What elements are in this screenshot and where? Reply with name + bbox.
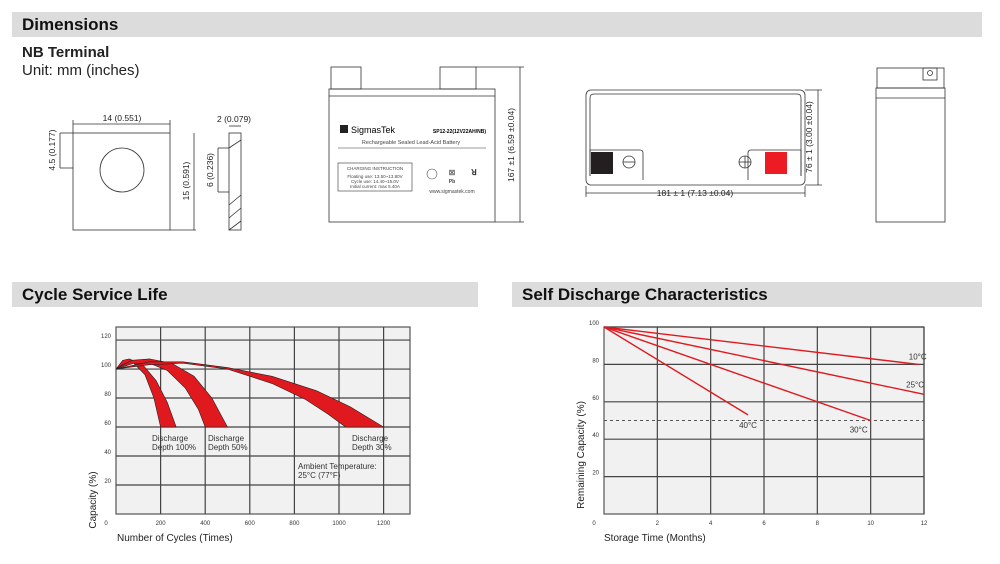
series-label: 30°C	[850, 426, 868, 435]
series-label: 10°C	[909, 352, 927, 361]
model-label: SP12-22(12V22AH/NB)	[433, 129, 486, 135]
x-tick-label: 1000	[332, 521, 346, 527]
y-tick-label: 120	[101, 334, 112, 340]
terminal-width-label: 14 (0.551)	[103, 113, 142, 123]
series-label: 40°C	[739, 421, 757, 430]
x-tick-label: 800	[289, 521, 300, 527]
battery-height-label: 167 ±1 (6.59 ±0.04)	[506, 108, 516, 182]
x-axis-label: Storage Time (Months)	[604, 533, 706, 544]
self-discharge-chart: 0 2 4 6 8 10 12 20 40 60 80 100 10°C 25°C 30°C 40°C Stor…	[576, 321, 928, 544]
annotation: 25°C (77°F)	[298, 471, 341, 480]
y-tick-label: 80	[592, 358, 599, 364]
y-tick-label: 20	[104, 479, 111, 485]
terminal-hole-offset-label: 4.5 (0.177)	[47, 129, 57, 170]
negative-terminal	[591, 152, 613, 174]
charging-title: CHARGING INSTRUCTION	[347, 166, 403, 171]
cycle-life-header: Cycle Service Life	[12, 282, 478, 307]
charging-instruction-box	[337, 162, 413, 192]
battery-top	[585, 89, 806, 186]
series-label: Discharge	[352, 434, 389, 443]
no-bin-icon: ⊠	[449, 168, 456, 177]
y-tick-label: 20	[592, 471, 599, 477]
series-label: Depth 50%	[208, 443, 248, 452]
y-tick-label: 80	[104, 392, 111, 398]
series-label: Discharge	[152, 434, 189, 443]
battery-width-label: 76 ± 1 (3.00 ±0.04)	[804, 101, 814, 173]
series-line	[603, 326, 749, 416]
website-label: www.sigmastek.com	[429, 189, 474, 195]
x-tick-label: 8	[816, 521, 820, 527]
x-tick-label: 1200	[377, 521, 391, 527]
battery-side	[875, 87, 946, 223]
y-tick-label: 40	[592, 433, 599, 439]
x-tick-label: 4	[709, 521, 713, 527]
unit-label: Unit: mm (inches)	[22, 62, 140, 79]
terminal-title: NB Terminal	[22, 44, 110, 61]
dimension-drawings: 14 (0.551) 4.5 (0.177) 15 (0.591) 2 (0.0…	[47, 66, 946, 231]
sigmastek-logo-icon	[340, 125, 348, 133]
x-tick-label: 0	[104, 521, 108, 527]
annotation: Ambient Temperature:	[298, 462, 377, 471]
y-axis-label: Remaining Capacity (%)	[576, 401, 587, 509]
initial-current: Initial current: max 5.40A	[350, 184, 400, 189]
floating-voltage: Floating use: 13.50~13.80V	[347, 174, 402, 179]
brand-label: SigmasTek	[351, 125, 396, 135]
series-line	[603, 326, 871, 422]
cycle-voltage: Cycle use: 14.40~15.0V	[351, 179, 399, 184]
subtitle-label: Rechargeable Sealed Lead-Acid Battery	[362, 140, 460, 146]
series-label: Discharge	[208, 434, 245, 443]
series-line	[603, 326, 925, 396]
x-tick-label: 6	[762, 521, 766, 527]
pb-label: Pb	[449, 179, 455, 185]
y-tick-label: 100	[101, 363, 112, 369]
series-label: Depth 100%	[152, 443, 196, 452]
discharge-band	[115, 361, 385, 428]
series-line	[603, 326, 919, 366]
x-tick-label: 2	[656, 521, 660, 527]
positive-terminal	[765, 152, 787, 174]
battery-front	[328, 88, 496, 223]
x-tick-label: 600	[245, 521, 256, 527]
y-axis-label: Capacity (%)	[88, 471, 99, 528]
x-tick-label: 200	[156, 521, 167, 527]
y-tick-label: 40	[104, 450, 111, 456]
ul-mark-icon: ꓤ	[470, 168, 477, 177]
terminal-hole	[99, 147, 145, 193]
y-tick-label: 100	[589, 321, 600, 327]
x-axis-label: Number of Cycles (Times)	[117, 533, 233, 544]
terminal-slot-label: 6 (0.236)	[205, 153, 215, 187]
terminal-height-label: 15 (0.591)	[181, 161, 191, 200]
y-tick-label: 60	[592, 396, 599, 402]
terminal-plate	[72, 132, 171, 231]
terminal-side	[228, 132, 242, 231]
x-tick-label: 400	[200, 521, 211, 527]
terminal-thickness-label: 2 (0.079)	[217, 114, 251, 124]
x-tick-label: 10	[867, 521, 874, 527]
series-label: Depth 30%	[352, 443, 392, 452]
battery-length-label: 181 ± 1 (7.13 ±0.04)	[657, 188, 734, 198]
self-discharge-header: Self Discharge Characteristics	[512, 282, 982, 307]
cycle-life-chart: 0 200 400 600 800 1000 1200 20 40 60 80 100 120 Disch…	[88, 326, 411, 544]
dimensions-header: Dimensions	[12, 12, 982, 37]
x-tick-label: 0	[592, 521, 596, 527]
recycle-icon	[426, 168, 438, 180]
series-label: 25°C	[906, 380, 924, 389]
y-tick-label: 60	[104, 421, 111, 427]
x-tick-label: 12	[921, 521, 928, 527]
